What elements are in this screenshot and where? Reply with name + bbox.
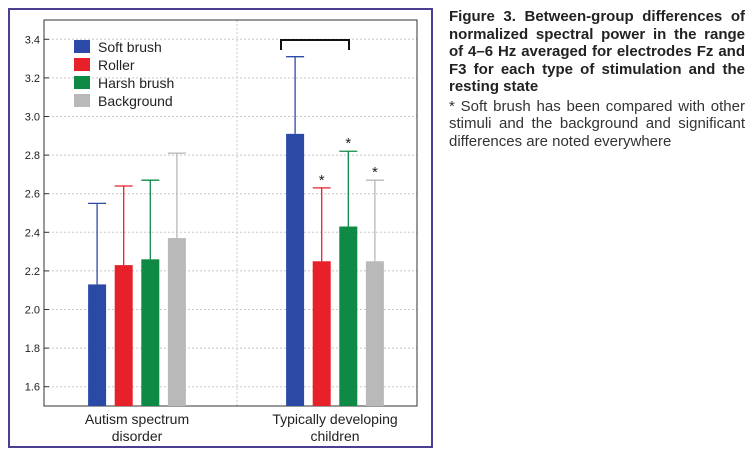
bar <box>286 133 305 406</box>
legend-label: Background <box>98 93 173 109</box>
legend-label: Soft brush <box>98 39 162 55</box>
caption-note: * Soft brush has been compared with othe… <box>449 97 745 150</box>
y-tick-label: 2.0 <box>25 305 40 317</box>
bar <box>365 261 384 406</box>
y-tick-label: 2.8 <box>25 150 40 162</box>
bar <box>339 226 358 406</box>
significance-marker: * <box>345 135 351 152</box>
figure-caption: Figure 3. Between-group differences of n… <box>449 8 745 150</box>
significance-marker: * <box>319 172 325 189</box>
y-tick-label: 3.0 <box>25 112 40 124</box>
legend-swatch <box>74 94 90 107</box>
plot-area <box>43 19 418 407</box>
significance-marker: * <box>372 164 378 181</box>
y-tick-label: 3.2 <box>25 73 40 85</box>
legend-label: Harsh brush <box>98 75 174 91</box>
legend-swatch <box>74 76 90 89</box>
y-tick-label: 3.4 <box>25 34 40 46</box>
bar-chart: 1.6 1.8 2.0 2.2 2.4 2.6 2.8 3.0 3.2 3.4 * * * Autism … <box>25 19 418 444</box>
bar <box>312 261 331 406</box>
bar <box>114 265 133 406</box>
y-tick-label: 2.2 <box>25 266 40 278</box>
y-tick-label: 1.6 <box>25 382 40 394</box>
figure-frame: 1.6 1.8 2.0 2.2 2.4 2.6 2.8 3.0 3.2 3.4 * * * Autism … <box>8 8 433 448</box>
x-category-label: Autism spectrum <box>85 411 189 427</box>
legend-swatch <box>74 40 90 53</box>
y-tick-label: 2.6 <box>25 189 40 201</box>
bar <box>141 259 160 406</box>
x-category-label: children <box>310 428 359 444</box>
significance-bracket <box>280 39 350 50</box>
caption-title: Figure 3. Between-group differences of n… <box>449 8 745 95</box>
x-category-label: Typically developing <box>272 411 397 427</box>
y-tick-label: 1.8 <box>25 343 40 355</box>
legend-swatch <box>74 58 90 71</box>
x-category-label: disorder <box>112 428 163 444</box>
bar <box>88 284 107 406</box>
y-tick-label: 2.4 <box>25 227 40 239</box>
legend-label: Roller <box>98 57 135 73</box>
bar <box>167 238 186 406</box>
